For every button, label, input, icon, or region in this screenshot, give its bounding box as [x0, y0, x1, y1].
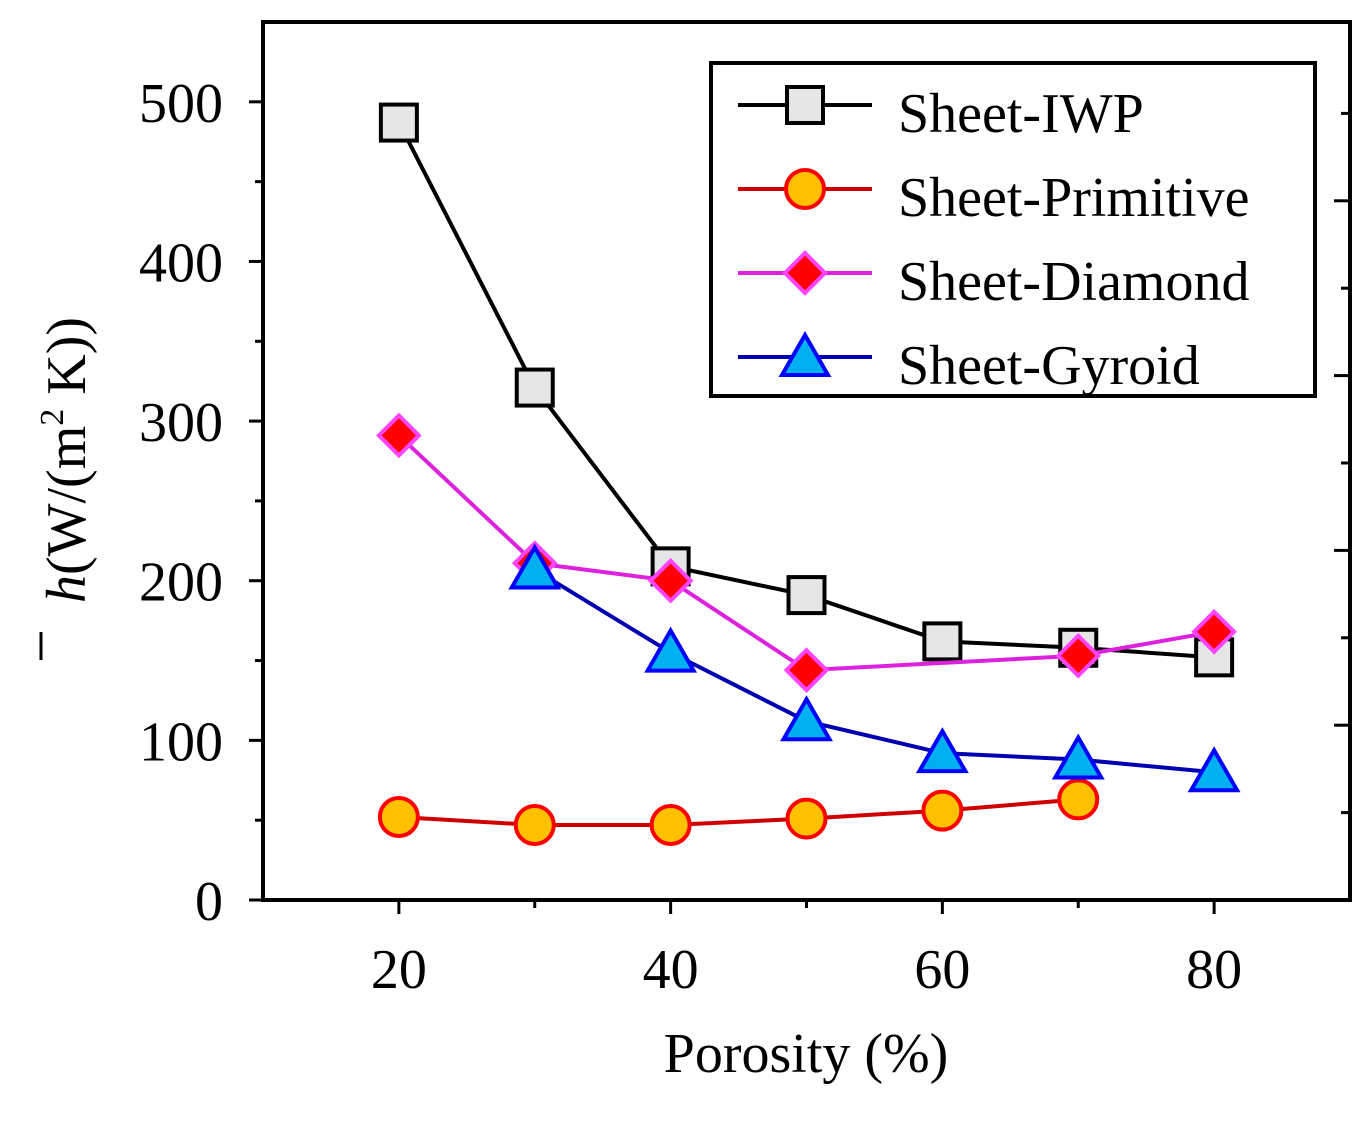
y-tick-label: 100	[139, 711, 223, 773]
legend-marker	[778, 330, 832, 377]
y-tick-label: 200	[139, 552, 223, 614]
legend: Sheet-IWP Sheet-Primitive Sheet-Diamond She…	[709, 61, 1317, 398]
data-point	[644, 626, 698, 673]
data-point	[378, 102, 419, 143]
legend-label: Sheet-Diamond	[898, 251, 1249, 313]
data-point	[1191, 608, 1237, 655]
series-line	[398, 797, 1079, 827]
y-label-symbol: h	[36, 575, 98, 603]
legend-label: Sheet-Primitive	[898, 167, 1250, 229]
x-tick-label: 40	[643, 939, 699, 1001]
x-tick-label: 80	[1186, 939, 1242, 1001]
data-point	[785, 797, 828, 840]
legend-item: Sheet-IWP	[738, 83, 1144, 145]
data-point	[1187, 746, 1241, 793]
data-point	[921, 789, 964, 832]
data-point	[780, 695, 833, 742]
data-point	[1051, 733, 1105, 780]
y-label-close: K))	[36, 317, 98, 409]
legend-marker	[784, 168, 826, 210]
legend-label: Sheet-Gyroid	[898, 335, 1200, 397]
data-point	[786, 575, 827, 616]
y-label-open: (W/(m	[36, 426, 98, 575]
y-tick-label: 500	[139, 73, 223, 135]
axes: 20 40 60 80 0 100 200 300 400 500	[139, 20, 1352, 1001]
series-line	[397, 434, 1215, 673]
legend-item: Sheet-Diamond	[738, 250, 1249, 313]
legend-marker	[785, 85, 825, 125]
series-line	[533, 567, 1215, 775]
y-tick-label: 0	[195, 871, 223, 933]
data-point	[647, 557, 694, 604]
y-tick-label: 300	[139, 392, 223, 454]
data-point	[649, 803, 692, 846]
y-tick-label: 400	[139, 232, 223, 294]
data-point	[922, 621, 963, 662]
data-point	[783, 647, 830, 693]
x-axis-label: Porosity (%)	[664, 1023, 949, 1085]
y-label-sup: 2	[34, 409, 71, 426]
data-point	[508, 543, 562, 590]
y-axis-label: h(W/(m2 K))	[34, 317, 98, 660]
x-tick-label: 60	[914, 939, 970, 1001]
legend-marker	[782, 250, 828, 296]
series-sheet-primitive	[377, 778, 1100, 846]
data-point	[1055, 632, 1102, 679]
x-tick-label: 20	[371, 939, 427, 1001]
series-group	[376, 102, 1241, 846]
data-point	[377, 795, 420, 838]
legend-item: Sheet-Primitive	[738, 167, 1250, 229]
data-point	[514, 367, 555, 408]
data-point	[513, 803, 556, 846]
svg-text:h(W/(m2 K)): h(W/(m2 K))	[34, 317, 98, 603]
series-sheet-gyroid	[508, 543, 1241, 793]
data-point	[376, 412, 422, 459]
series-sheet-diamond	[376, 412, 1237, 693]
data-point	[915, 727, 969, 774]
data-point	[1057, 778, 1100, 821]
legend-label: Sheet-IWP	[898, 83, 1144, 145]
legend-item: Sheet-Gyroid	[738, 330, 1200, 397]
